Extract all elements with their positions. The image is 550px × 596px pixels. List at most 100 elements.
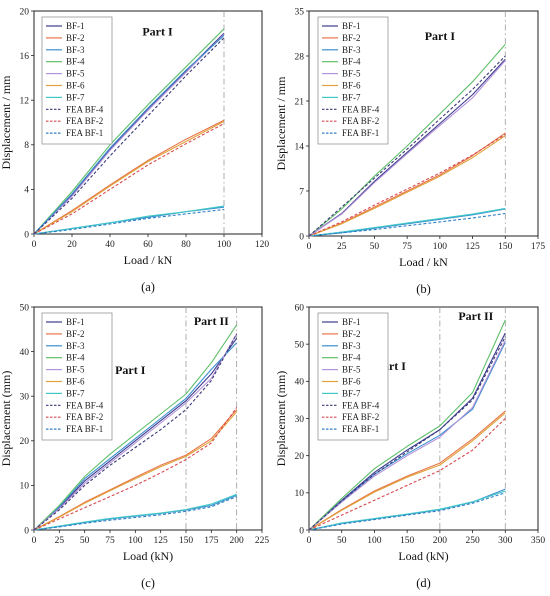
- legend-label: BF-3: [66, 45, 85, 55]
- legend-label: BF-1: [66, 21, 85, 31]
- x-tick-label: 175: [531, 242, 546, 252]
- legend-label: BF-7: [66, 92, 85, 102]
- legend-label: FEA BF-2: [66, 116, 103, 126]
- x-tick-label: 20: [67, 240, 77, 250]
- series-line-bf-7: [33, 205, 225, 235]
- legend-label: BF-5: [342, 69, 361, 79]
- series-line-bf-2: [308, 410, 506, 531]
- panel-label: (b): [416, 282, 431, 296]
- x-tick-label: 225: [255, 536, 270, 546]
- y-tick-label: 50: [20, 303, 30, 313]
- series-line-bf-3: [33, 342, 238, 531]
- legend-label: BF-6: [342, 377, 361, 387]
- series-line-bf-5: [33, 333, 238, 531]
- legend-label: BF-2: [66, 329, 85, 339]
- panel-label: (c): [141, 576, 155, 590]
- series-line-bf-7: [308, 207, 506, 237]
- legend-label: BF-3: [66, 341, 85, 351]
- y-tick-label: 40: [20, 348, 30, 358]
- x-axis-label: Load / kN: [124, 253, 173, 267]
- y-tick-label: 21: [295, 97, 305, 107]
- legend-label: FEA BF-1: [342, 128, 379, 138]
- series-line-bf-4: [33, 324, 238, 531]
- legend-label: BF-5: [342, 365, 361, 375]
- chart-panel-1: 0 20 40 60 80 100 120 0 4 8 12 16 20 Load / kN Displac…: [0, 7, 269, 294]
- x-tick-label: 100: [433, 242, 448, 252]
- x-tick-label: 100: [128, 536, 143, 546]
- legend-label: FEA BF-4: [66, 104, 104, 114]
- series-line-bf-4: [33, 28, 225, 235]
- legend-label: BF-2: [342, 329, 361, 339]
- legend-label: BF-2: [342, 33, 361, 43]
- y-tick-label: 0: [24, 230, 29, 240]
- legend-label: BF-3: [342, 341, 361, 351]
- x-tick-label: 25: [55, 536, 65, 546]
- panel-label: (a): [141, 280, 155, 294]
- x-tick-label: 40: [105, 240, 115, 250]
- x-tick-label: 25: [337, 242, 347, 252]
- legend-label: BF-6: [66, 81, 85, 91]
- series-line-bf-6: [33, 120, 225, 235]
- legend: BF-1 BF-2 BF-3 BF-4 BF-5 BF-6BF-7 FEA BF-4 FEA …: [317, 312, 389, 441]
- x-tick-label: 200: [433, 536, 448, 546]
- x-tick-label: 125: [154, 536, 169, 546]
- y-axis-label: Displacement / mm: [0, 75, 13, 170]
- series-line-fea-bf-1: [308, 492, 506, 531]
- series-line-bf-2: [33, 409, 238, 531]
- series-line-bf-3: [33, 35, 225, 235]
- legend-label: FEA BF-1: [66, 128, 103, 138]
- plot-frame: [33, 306, 263, 531]
- series-line-bf-7: [308, 490, 506, 531]
- x-tick-label: 200: [230, 536, 245, 546]
- y-tick-label: 4: [24, 186, 29, 196]
- x-tick-label: 150: [400, 536, 415, 546]
- y-tick-label: 30: [20, 393, 30, 403]
- legend-label: FEA BF-4: [342, 104, 380, 114]
- y-tick-label: 8: [24, 141, 29, 151]
- chart-panel-4: 0 50 100 150 200 250 300 350 0 10 20 30 40 50 60 Load (…: [274, 303, 545, 590]
- series-line-fea-bf-2: [33, 123, 225, 235]
- series-line-bf-1: [33, 337, 238, 531]
- y-axis-label: Displacement (mm): [274, 371, 288, 467]
- panel-label: (d): [416, 576, 431, 590]
- legend-label: BF-7: [342, 388, 361, 398]
- part-annotation: Part II: [458, 309, 493, 323]
- x-axis-label: Load / kN: [399, 255, 448, 269]
- part-annotation: Part I: [425, 29, 456, 43]
- y-axis-label: Displacement (mm): [0, 371, 13, 467]
- y-tick-label: 16: [20, 52, 30, 62]
- x-tick-label: 75: [105, 536, 115, 546]
- legend-label: FEA BF-2: [342, 116, 379, 126]
- series-line-bf-6: [308, 135, 506, 237]
- series-line-fea-bf-2: [308, 418, 506, 531]
- part-annotation: Part I: [142, 25, 173, 39]
- series-line-bf-4: [308, 319, 506, 531]
- series-line-fea-bf-4: [308, 55, 506, 237]
- series-line-bf-5: [33, 34, 225, 235]
- y-tick-label: 14: [295, 142, 305, 152]
- y-tick-label: 12: [20, 97, 30, 107]
- y-tick-label: 20: [295, 452, 305, 462]
- y-tick-label: 0: [299, 232, 304, 242]
- legend-label: FEA BF-2: [66, 412, 103, 422]
- series-line-bf-6: [308, 412, 506, 531]
- series-line-bf-5: [308, 340, 506, 531]
- legend-label: BF-1: [66, 317, 85, 327]
- series-line-fea-bf-4: [33, 333, 238, 531]
- part-annotation: Part II: [194, 314, 229, 328]
- legend-label: FEA BF-1: [66, 424, 103, 434]
- x-tick-label: 150: [498, 242, 513, 252]
- x-tick-label: 100: [367, 536, 382, 546]
- legend-label: BF-4: [66, 353, 85, 363]
- legend-label: BF-7: [66, 388, 85, 398]
- y-tick-label: 60: [295, 303, 305, 313]
- x-tick-label: 120: [255, 240, 270, 250]
- series-line-bf-7: [33, 493, 237, 531]
- series-line-fea-bf-1: [33, 208, 225, 235]
- legend-label: BF-4: [342, 353, 361, 363]
- legend-label: BF-1: [342, 21, 361, 31]
- y-tick-label: 10: [20, 482, 30, 492]
- y-tick-label: 40: [295, 378, 305, 388]
- series-line-fea-bf-1: [308, 212, 506, 237]
